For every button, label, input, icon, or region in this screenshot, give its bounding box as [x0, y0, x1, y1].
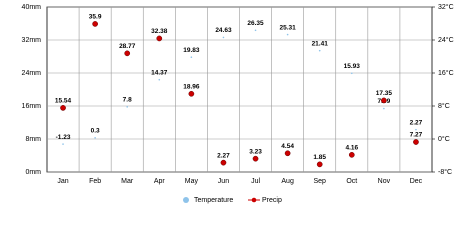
value-label: 15.54: [55, 98, 72, 105]
value-label: -1.23: [56, 134, 71, 141]
x-tick-label: Jan: [57, 178, 68, 185]
temp-point: [286, 33, 289, 36]
precip-point: [60, 105, 66, 111]
x-tick-label: Apr: [154, 178, 166, 185]
precip-point: [124, 50, 131, 57]
y-tick-label: 32mm: [22, 37, 42, 44]
legend-marker: [251, 197, 257, 203]
x-tick-label: May: [185, 178, 199, 185]
temp-point: [318, 49, 321, 52]
x-tick-label: Jun: [218, 178, 229, 185]
legend-label: Temperature: [194, 197, 233, 204]
value-label: 17.35: [376, 90, 393, 97]
temp-point: [190, 56, 193, 59]
x-tick-label: Sep: [313, 178, 326, 185]
x-tick-label: Jul: [251, 178, 260, 185]
y2-tick-label: 8°C: [438, 102, 450, 110]
legend-label: Precip: [262, 197, 282, 204]
value-label: 4.54: [281, 143, 294, 150]
temp-point: [222, 36, 225, 39]
value-label: 24.63: [215, 27, 232, 34]
y-tick-label: 16mm: [22, 103, 42, 110]
x-tick-label: Dec: [410, 178, 423, 185]
precip-point: [316, 161, 323, 168]
temp-point: [350, 72, 353, 75]
x-tick-label: Feb: [89, 178, 101, 185]
x-tick-label: Oct: [346, 178, 357, 185]
value-label: 25.31: [279, 24, 296, 31]
y2-tick-label: 16°C: [438, 69, 454, 77]
y-tick-label: 0mm: [25, 169, 41, 176]
value-label: 15.93: [344, 63, 361, 70]
x-tick-label: Mar: [121, 178, 134, 185]
value-label: 35.9: [89, 14, 102, 21]
value-label: 18.96: [183, 84, 200, 91]
value-label: 2.27: [217, 152, 230, 159]
y2-tick-label: 32°C: [438, 3, 454, 11]
x-tick-label: Aug: [281, 178, 294, 185]
temp-point: [158, 78, 161, 81]
y-tick-label: 24mm: [22, 70, 42, 77]
precip-point: [348, 151, 355, 158]
precip-point: [252, 155, 259, 162]
x-tick-label: Nov: [378, 178, 391, 185]
precip-point: [188, 90, 195, 97]
temp-point: [94, 136, 96, 139]
precip-point: [220, 159, 227, 166]
temp-point: [126, 106, 129, 108]
value-label: 19.83: [183, 47, 200, 54]
legend-marker: [183, 197, 189, 203]
value-label: 7.27: [410, 132, 423, 139]
value-label: 0.3: [91, 127, 100, 134]
value-label: 32.38: [151, 28, 168, 35]
temp-point: [62, 143, 64, 145]
value-label: 4.16: [345, 145, 358, 152]
precip-point: [413, 139, 419, 145]
y2-tick-label: -8°C: [438, 168, 452, 176]
precip-point: [156, 35, 163, 42]
temp-point: [383, 107, 385, 110]
value-label: 21.41: [312, 40, 329, 47]
temp-point: [254, 29, 257, 32]
value-label: 2.27: [410, 119, 423, 126]
value-label: 3.23: [249, 148, 262, 155]
value-label: 26.35: [247, 20, 264, 27]
chart: 0mm 8mm 16mm 24mm 32mm 40mm -8°C 0°C 8°C 16°C 24°C…: [22, 3, 454, 204]
value-label: 14.37: [151, 69, 168, 76]
temp-point: [415, 128, 417, 131]
y2-tick-label: 0°C: [438, 135, 450, 143]
precip-point: [92, 21, 98, 27]
y-tick-label: 40mm: [22, 4, 42, 11]
precip-point: [381, 97, 387, 104]
value-label: 1.85: [313, 154, 326, 161]
y2-tick-label: 24°C: [438, 36, 454, 44]
value-label: 7.8: [123, 97, 132, 104]
value-label: 28.77: [119, 43, 136, 50]
y-tick-label: 8mm: [25, 136, 41, 143]
precip-point: [284, 150, 291, 157]
